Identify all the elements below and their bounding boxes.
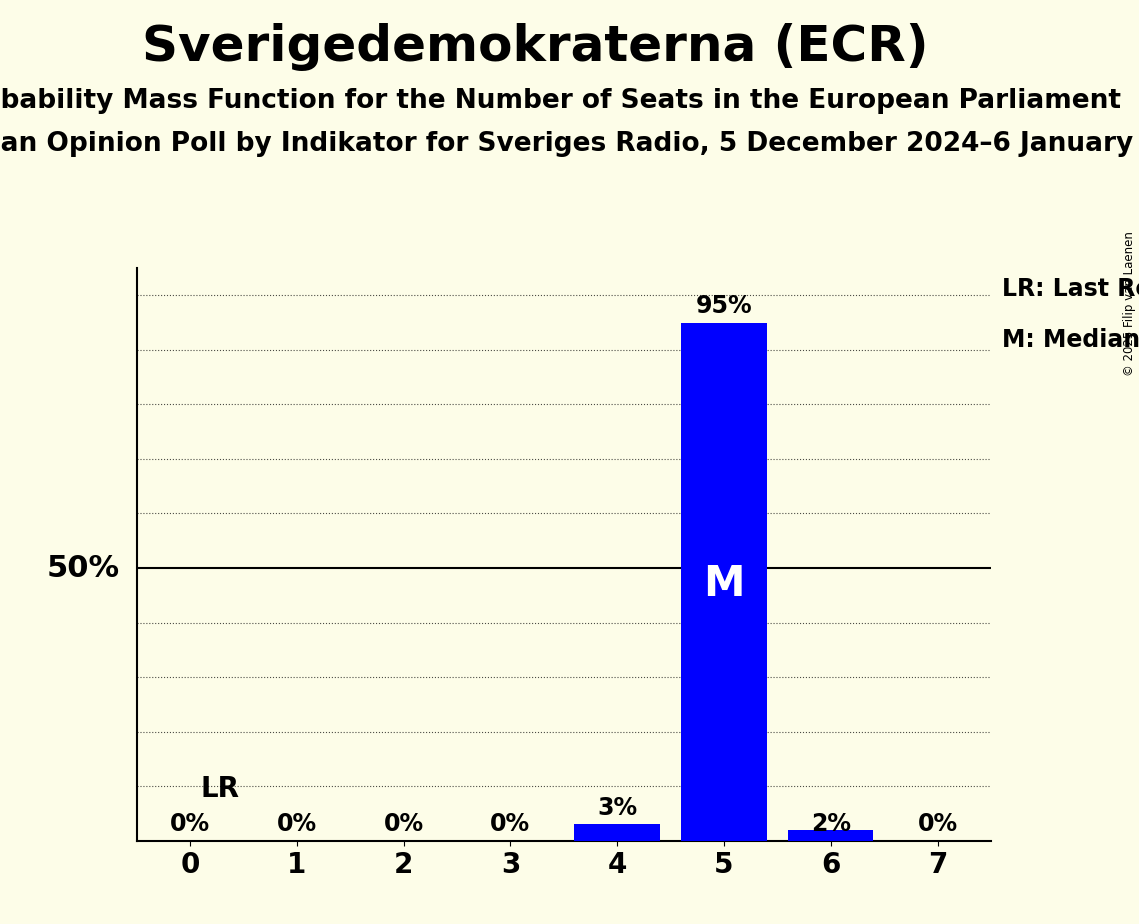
Text: 0%: 0% bbox=[384, 812, 424, 836]
Text: 95%: 95% bbox=[696, 294, 752, 318]
Text: © 2025 Filip van Laenen: © 2025 Filip van Laenen bbox=[1123, 231, 1137, 376]
Text: M: M bbox=[703, 564, 745, 605]
Text: 0%: 0% bbox=[277, 812, 317, 836]
Text: 2%: 2% bbox=[811, 812, 851, 836]
Text: 3%: 3% bbox=[597, 796, 637, 821]
Text: Sverigedemokraterna (ECR): Sverigedemokraterna (ECR) bbox=[142, 23, 928, 71]
Text: LR: Last Result: LR: Last Result bbox=[1002, 277, 1139, 301]
Text: 50%: 50% bbox=[47, 553, 120, 582]
Text: 0%: 0% bbox=[918, 812, 958, 836]
Bar bbox=[574, 824, 659, 841]
Bar bbox=[788, 830, 874, 841]
Text: 0%: 0% bbox=[491, 812, 531, 836]
Text: LR: LR bbox=[200, 774, 239, 803]
Bar bbox=[681, 322, 767, 841]
Text: Probability Mass Function for the Number of Seats in the European Parliament: Probability Mass Function for the Number… bbox=[0, 88, 1121, 114]
Text: 0%: 0% bbox=[170, 812, 210, 836]
Text: M: Median: M: Median bbox=[1002, 328, 1139, 352]
Text: Based on an Opinion Poll by Indikator for Sveriges Radio, 5 December 2024–6 Janu: Based on an Opinion Poll by Indikator fo… bbox=[0, 131, 1139, 157]
